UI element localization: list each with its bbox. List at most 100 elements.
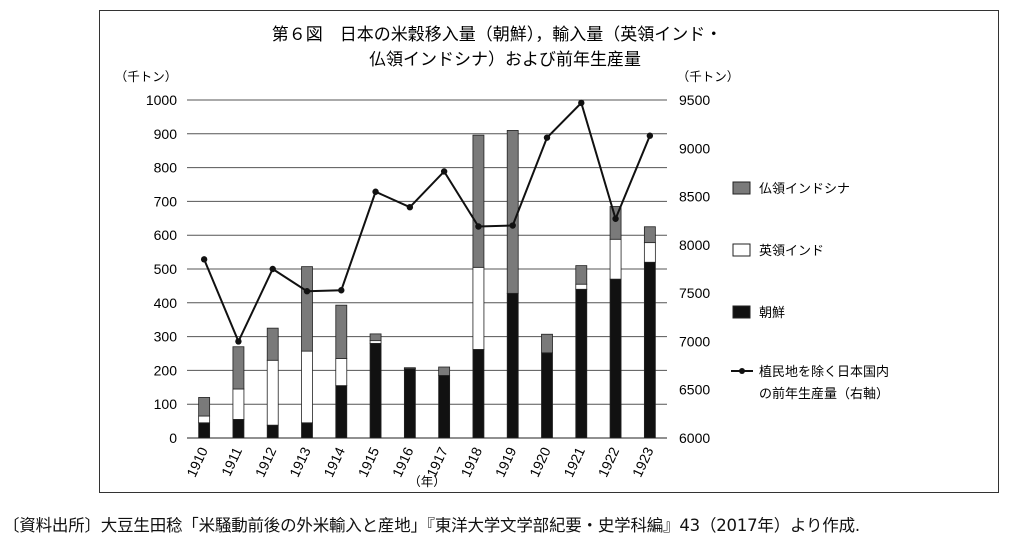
bar-segment <box>472 349 485 439</box>
y-tick-label: 800 <box>154 160 178 176</box>
line-point <box>612 215 619 222</box>
bar-segment <box>643 226 656 244</box>
figure-frame <box>99 10 999 493</box>
chart-title-line-2: 仏領インドシナ）および前年生産量 <box>369 50 641 70</box>
y-tick-label: 600 <box>154 227 178 243</box>
bar-segment <box>472 134 485 268</box>
bar-segment <box>335 304 348 359</box>
bar-segment <box>403 367 416 370</box>
left-axis-unit: （千トン） <box>115 69 178 84</box>
y2-tick-label: 7500 <box>679 285 710 301</box>
bar-segment <box>609 238 622 280</box>
y-tick-label: 200 <box>154 362 178 378</box>
line-point <box>235 338 242 345</box>
x-axis-label: （年） <box>408 474 446 489</box>
bar-segment <box>438 375 451 439</box>
bar-segment <box>301 350 313 424</box>
bar-segment <box>369 340 382 344</box>
bar-segment <box>198 415 211 424</box>
x-tick-label: 1914 <box>320 444 348 479</box>
y-tick-label: 0 <box>169 430 177 446</box>
line-point <box>200 256 208 263</box>
chart-title-line-1: 第６図 日本の米穀移入量（朝鮮），輸入量（英領インド・ <box>272 25 723 45</box>
bar-segment <box>438 366 451 376</box>
bar-segment <box>266 359 279 426</box>
legend-label: 朝鮮 <box>759 306 785 321</box>
line-point <box>303 288 311 295</box>
bar-segment <box>335 385 348 439</box>
legend-label: 英領インド <box>759 243 824 259</box>
bar-segment <box>541 352 553 439</box>
y-tick-label: 400 <box>154 295 178 311</box>
bar-segment <box>575 283 588 290</box>
legend-line-label: の前年生産量（右軸） <box>759 386 889 402</box>
bar-segment <box>301 266 313 352</box>
bar-segment <box>369 333 382 342</box>
line-point <box>372 188 379 195</box>
y2-tick-label: 6000 <box>679 430 710 446</box>
x-tick-label: 1919 <box>492 444 520 479</box>
bar-segment <box>232 419 245 439</box>
line-point <box>440 168 448 175</box>
bar-segment <box>266 327 279 361</box>
x-tick-label: 1921 <box>560 444 588 479</box>
x-tick-label: 1917 <box>423 444 451 479</box>
y2-tick-label: 6500 <box>679 382 710 398</box>
legend-swatch <box>732 305 751 319</box>
bar-segment <box>301 422 313 439</box>
y-tick-label: 100 <box>154 396 178 412</box>
x-tick-label: 1920 <box>526 444 554 479</box>
y2-tick-label: 7000 <box>679 333 710 349</box>
plot-area: 0 100 200 300 400 500 600 700 800 900 1000 6000 6500… <box>146 92 711 480</box>
line-point <box>269 265 276 273</box>
line-point <box>509 222 516 229</box>
bar-segment <box>506 130 519 294</box>
y2-tick-label: 9000 <box>679 140 710 156</box>
bar-segment <box>369 342 382 439</box>
line-point <box>475 223 482 230</box>
x-tick-label: 1911 <box>218 444 245 478</box>
bar-segment <box>506 292 519 439</box>
x-tick-label: 1912 <box>252 444 280 479</box>
bar-segment <box>609 278 622 439</box>
legend-line-label: 植民地を除く日本国内 <box>759 364 889 380</box>
bar-segment <box>575 265 588 285</box>
y2-tick-label: 9500 <box>679 92 710 108</box>
bar-segment <box>198 397 211 417</box>
bar-segment <box>575 288 588 439</box>
source-note: 〔資料出所〕大豆生田稔「米騒動前後の外米輸入と産地」『東洋大学文学部紀要・史学科… <box>3 516 860 535</box>
bar-segment <box>541 333 553 354</box>
bar-segment <box>403 368 416 439</box>
line-point <box>543 134 551 141</box>
bar-segment <box>266 424 279 439</box>
bar-segment <box>643 242 656 263</box>
line-point <box>646 132 654 139</box>
bar-segment <box>232 388 245 420</box>
y-tick-label: 900 <box>154 126 178 142</box>
bar-segment <box>198 422 211 439</box>
y-tick-label: 700 <box>154 193 178 209</box>
bar-segment <box>232 346 245 390</box>
y-tick-label: 500 <box>154 261 178 277</box>
legend-swatch <box>732 181 751 195</box>
right-axis-unit: （千トン） <box>677 69 740 84</box>
y-tick-label: 300 <box>154 329 178 345</box>
legend-swatch <box>732 243 751 257</box>
bar-segment <box>643 261 656 439</box>
chart: 第６図 日本の米穀移入量（朝鮮），輸入量（英領インド・ 仏領インドシナ）および前… <box>115 25 889 489</box>
bar-segment <box>472 266 485 350</box>
line-point <box>406 203 414 211</box>
x-tick-label: 1923 <box>629 444 657 479</box>
y2-tick-label: 8000 <box>679 237 710 253</box>
x-tick-label: 1918 <box>457 444 485 479</box>
line-point <box>578 99 585 107</box>
y2-tick-label: 8500 <box>679 189 710 205</box>
legend-line-marker <box>739 368 745 374</box>
x-tick-label: 1910 <box>183 444 211 479</box>
production-line <box>203 100 651 344</box>
y-tick-label: 1000 <box>146 92 177 108</box>
legend-label: 仏領インドシナ <box>759 181 850 197</box>
x-tick-label: 1913 <box>286 444 314 479</box>
x-tick-label: 1915 <box>355 444 383 479</box>
